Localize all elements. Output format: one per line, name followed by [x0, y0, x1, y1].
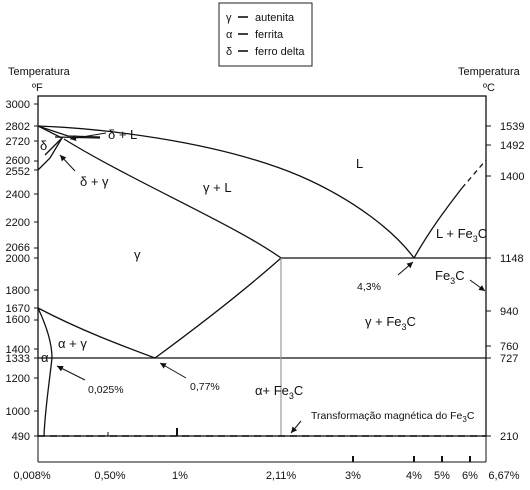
legend-name-gamma: autenita — [255, 12, 295, 24]
solidus-line — [63, 138, 282, 259]
bottom-tick-0-50: 0,50% — [94, 470, 125, 482]
left-axis-title: Temperatura — [8, 66, 71, 78]
legend-name-alpha: ferrita — [255, 29, 284, 41]
left-tick-1200: 1200 — [6, 373, 30, 385]
left-tick-490: 490 — [12, 431, 30, 443]
phase-delta: δ — [40, 138, 47, 153]
left-axis: 3000 2802 2720 2600 2552 2400 2200 2066 … — [6, 99, 38, 443]
phase-alpha-fe3c: α+ Fe3C — [255, 383, 303, 401]
phase-gamma-fe3c: γ + Fe3C — [365, 314, 416, 332]
pct-0-77-arrow — [159, 362, 187, 379]
phase-gamma: γ — [134, 247, 141, 262]
right-tick-1539: 1539 — [500, 121, 524, 133]
delta-region-boundary — [37, 125, 63, 171]
phase-delta-L: δ + L — [108, 127, 137, 142]
alpha-upper-boundary — [37, 307, 53, 359]
right-tick-1492: 1492 — [500, 140, 524, 152]
phase-gamma-L: γ + L — [203, 180, 232, 195]
delta-gamma-arrow — [59, 154, 76, 172]
right-axis-unit: ºC — [483, 82, 495, 94]
legend-symbol-alpha: α — [226, 29, 233, 41]
annotation-magnetic-transformation: Transformação magnética do Fe3C — [311, 410, 475, 424]
legend: γ autenita α ferrita δ ferro delta — [218, 2, 313, 67]
bottom-tick-3: 3% — [345, 470, 361, 482]
phase-L: L — [356, 156, 363, 171]
annotation-0-77-percent: 0,77% — [190, 381, 220, 393]
acm-line — [154, 257, 282, 359]
left-tick-1600: 1600 — [6, 314, 30, 326]
phase-boundaries — [37, 125, 486, 437]
liquidus-extension-dashed — [461, 159, 487, 189]
bottom-tick-2-11: 2,11% — [266, 470, 297, 482]
phase-L-fe3c: L + Fe3C — [436, 226, 487, 244]
phase-fe3c: Fe3C — [435, 268, 465, 286]
left-tick-2200: 2200 — [6, 217, 30, 229]
left-tick-2600: 2600 — [6, 155, 30, 167]
pct-0-025-arrow — [56, 365, 86, 381]
bottom-tick-5: 5% — [434, 470, 450, 482]
bottom-tick-1: 1% — [172, 470, 188, 482]
magnetic-arrow — [290, 420, 302, 434]
annotation-0-025-percent: 0,025% — [88, 384, 124, 396]
left-axis-unit: ºF — [32, 82, 43, 94]
bottom-tick-6: 6% — [462, 470, 478, 482]
left-tick-2066: 2066 — [6, 242, 30, 254]
bottom-axis: 0,008% 0,50% 1% 2,11% 3% 4% 5% 6% 6,67% — [13, 428, 520, 482]
alpha-solvus-line — [43, 357, 53, 437]
a3-line — [37, 307, 156, 359]
left-tick-3000: 3000 — [6, 99, 30, 111]
left-tick-2802: 2802 — [6, 121, 30, 133]
right-axis: 1539 1492 1400 1148 940 760 727 210 — [486, 121, 524, 443]
fe3c-arrow — [469, 279, 486, 292]
right-tick-727: 727 — [500, 353, 518, 365]
liquidus-cementite-line — [413, 187, 463, 259]
liquidus-line — [37, 125, 415, 259]
left-tick-2400: 2400 — [6, 189, 30, 201]
plot-frame — [37, 95, 487, 437]
delta-liquid-boundary — [37, 125, 101, 138]
left-tick-1800: 1800 — [6, 285, 30, 297]
right-tick-1148: 1148 — [500, 253, 524, 265]
phase-alpha: α — [41, 350, 49, 365]
left-tick-1400: 1400 — [6, 344, 30, 356]
delta-L-arrow — [69, 132, 107, 141]
left-tick-2000: 2000 — [6, 253, 30, 265]
pct-4-3-arrow — [397, 261, 414, 276]
phase-alpha-gamma: α + γ — [58, 336, 87, 351]
left-tick-2552: 2552 — [6, 166, 30, 178]
right-tick-940: 940 — [500, 306, 518, 318]
legend-name-delta: ferro delta — [255, 46, 305, 58]
arrows — [56, 132, 486, 434]
legend-symbol-gamma: γ — [226, 12, 232, 24]
bottom-tick-6-67: 6,67% — [488, 470, 519, 482]
bottom-tick-0-008: 0,008% — [13, 470, 51, 482]
bottom-tick-4: 4% — [406, 470, 422, 482]
delta-gamma-boundary — [44, 137, 63, 156]
left-tick-1000: 1000 — [6, 406, 30, 418]
left-tick-2720: 2720 — [6, 136, 30, 148]
phase-delta-gamma: δ + γ — [80, 174, 109, 189]
left-tick-1333: 1333 — [6, 353, 30, 365]
right-axis-title: Temperatura — [458, 66, 521, 78]
annotation-4-3-percent: 4,3% — [357, 281, 381, 293]
right-tick-210: 210 — [500, 431, 518, 443]
legend-symbol-delta: δ — [226, 46, 232, 58]
right-tick-760: 760 — [500, 341, 518, 353]
right-tick-1400: 1400 — [500, 171, 524, 183]
left-tick-1670: 1670 — [6, 303, 30, 315]
